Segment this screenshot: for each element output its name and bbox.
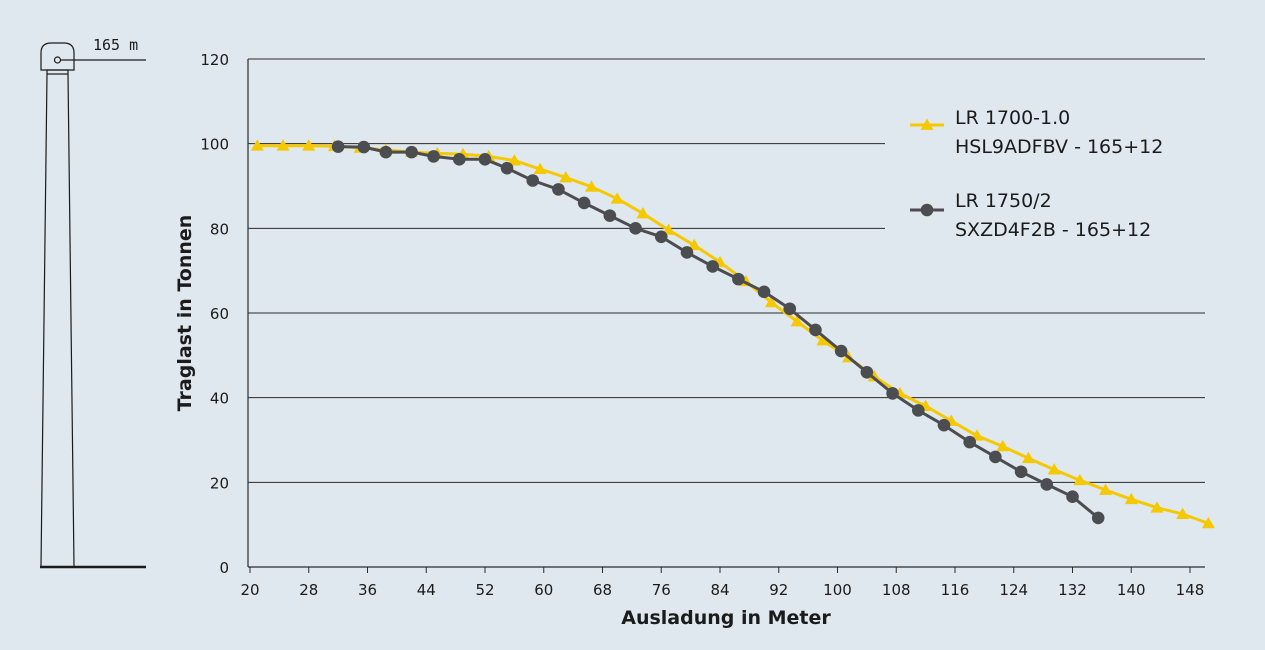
circle-data-point [379,145,393,159]
x-tick-label: 92 [769,581,788,599]
legend: LR 1700-1.0 HSL9ADFBV - 165+12 LR 1750/2 SX… [910,107,1163,241]
legend-item-2: LR 1750/2 SXZD4F2B - 165+12 [910,190,1151,241]
circle-data-point [732,272,745,286]
triangle-data-point [636,207,650,219]
triangle-data-point [276,139,290,151]
triangle-data-point [867,370,881,382]
x-tick-label: 84 [710,581,729,599]
triangle-data-point [996,439,1010,452]
x-tick-label: 68 [593,581,612,599]
triangle-data-point [1124,492,1138,505]
circle-data-point [452,153,466,166]
y-tick-label: 60 [210,305,229,323]
circle-data-point [1091,511,1105,525]
x-tick-label: 76 [652,581,671,599]
y-tick-label: 120 [200,51,229,69]
legend-marker [920,118,934,130]
triangle-data-point [559,171,573,183]
triangle-data-point [1047,463,1061,475]
series-2 [331,140,1105,525]
x-tick-label: 44 [417,581,436,599]
legend-label: LR 1700-1.0 [955,107,1070,129]
circle-data-point [1040,478,1054,491]
axes [247,59,1205,568]
y-tick-label: 100 [200,136,229,154]
circle-data-point [937,418,951,432]
circle-data-point [1014,465,1028,479]
series-layer [250,139,1215,529]
circle-data-point [427,150,440,163]
y-tick-label: 20 [210,474,229,492]
triangle-data-point [1176,507,1190,519]
triangle-data-point [1073,473,1087,486]
x-tick-label: 116 [941,581,970,599]
x-tick-label: 124 [999,581,1028,599]
circle-data-point [331,140,345,153]
y-tick-label: 0 [219,559,229,577]
circle-data-point [783,302,797,316]
triangle-data-point [790,314,804,327]
y-axis-title: Traglast in Tonnen [174,215,196,412]
legend-label: HSL9ADFBV - 165+12 [955,136,1163,158]
circle-data-point [886,387,899,400]
circle-data-point [603,209,617,222]
legend-label: SXZD4F2B - 165+12 [955,219,1151,241]
crane-tower-icon [40,42,146,569]
series-1 [250,139,1215,529]
circle-data-point [1066,490,1079,504]
triangle-data-point [302,139,316,151]
circle-data-point [500,161,514,175]
y-tick-label: 40 [210,390,229,408]
circle-data-point [860,365,874,379]
x-tick-label: 36 [358,581,377,599]
triangle-data-point [1099,483,1113,495]
triangle-data-point [507,154,521,166]
circle-data-point [911,404,925,417]
circle-data-point [405,145,418,159]
x-axis-ticks: 20 28 36 44 52 60 68 76 84 92 100 108 116 124 132 140 14… [240,567,1204,599]
y-axis-ticks: 0 20 40 60 80 100 120 [200,51,229,577]
tower-height-label: 165 m [93,36,138,54]
circle-data-point [654,230,668,244]
x-tick-label: 132 [1058,581,1087,599]
circle-data-point [706,260,719,273]
triangle-data-point [764,295,778,308]
triangle-data-point [1021,451,1035,464]
circle-data-point [526,174,540,187]
circle-data-point [478,153,492,166]
circle-data-point [680,246,694,259]
triangle-data-point [533,162,547,174]
x-tick-label: 100 [823,581,852,599]
triangle-data-point [1150,501,1164,513]
circle-data-point [834,344,848,358]
circle-data-point [757,285,771,299]
circle-data-point [357,140,371,154]
x-axis-title: Ausladung in Meter [621,607,831,629]
triangle-data-point [1201,516,1215,529]
x-tick-label: 108 [882,581,911,599]
x-tick-label: 140 [1117,581,1146,599]
legend-item-1: LR 1700-1.0 HSL9ADFBV - 165+12 [910,107,1163,158]
circle-data-point [629,222,642,235]
x-tick-label: 148 [1176,581,1205,599]
y-tick-label: 80 [210,220,229,238]
triangle-data-point [610,192,624,204]
circle-data-point [552,183,565,196]
circle-data-point [809,323,822,337]
x-tick-label: 60 [534,581,553,599]
legend-label: LR 1750/2 [955,190,1052,212]
circle-data-point [963,435,976,449]
series-line [257,144,1209,525]
x-tick-label: 20 [240,581,259,599]
triangle-data-point [816,334,830,346]
x-tick-label: 28 [299,581,318,599]
circle-data-point [989,450,1002,464]
circle-data-point [577,196,591,210]
triangle-data-point [584,180,598,192]
triangle-data-point [250,139,264,151]
legend-marker [920,203,934,217]
triangle-data-point [687,238,701,251]
x-tick-label: 52 [475,581,494,599]
